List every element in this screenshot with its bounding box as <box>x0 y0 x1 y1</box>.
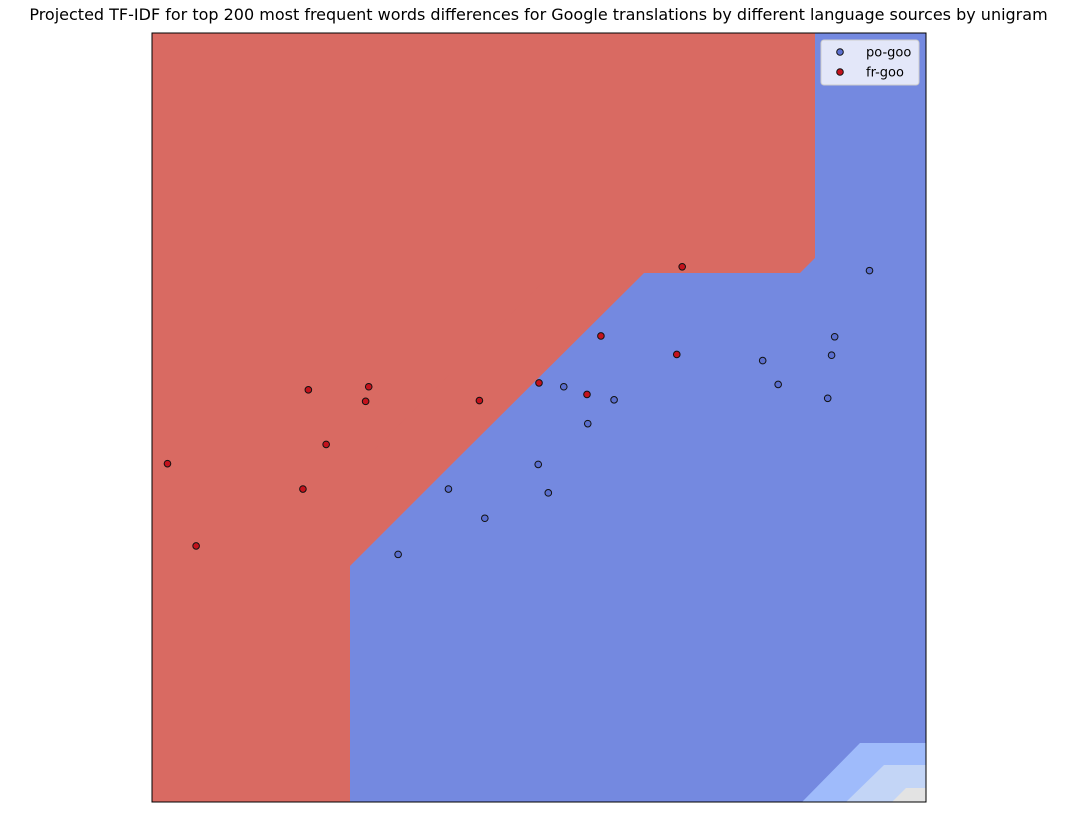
data-point-fr-goo <box>361 397 370 406</box>
data-point-po-goo <box>481 514 489 523</box>
data-point-po-goo <box>544 489 553 497</box>
data-point-po-goo <box>865 266 874 275</box>
region-band <box>892 788 926 802</box>
data-point-fr-goo <box>475 396 484 405</box>
data-point-po-goo <box>827 351 836 360</box>
data-point-po-goo <box>583 419 592 428</box>
data-point-po-goo <box>610 396 618 404</box>
data-point-po-goo <box>823 394 832 403</box>
plot-frame <box>151 32 927 803</box>
decision-regions <box>152 33 926 802</box>
data-points <box>163 262 874 559</box>
region-fr-goo <box>152 33 723 802</box>
legend-label-po-goo: po-goo <box>866 46 911 61</box>
data-point-fr-goo <box>535 379 543 387</box>
data-point-po-goo <box>559 382 568 391</box>
data-point-po-goo <box>758 356 767 365</box>
legend-label-fr-goo: fr-goo <box>866 66 904 81</box>
data-point-po-goo <box>830 332 839 341</box>
data-point-fr-goo <box>299 485 307 493</box>
data-point-po-goo <box>394 550 402 559</box>
data-point-po-goo <box>774 380 782 389</box>
data-point-fr-goo <box>597 332 605 340</box>
legend-marker-fr-goo <box>836 68 844 76</box>
data-point-fr-goo <box>163 459 172 468</box>
data-point-fr-goo <box>192 542 200 550</box>
data-point-fr-goo <box>678 262 686 271</box>
data-point-fr-goo <box>364 382 373 391</box>
legend: po-goo fr-goo <box>820 39 920 86</box>
data-point-fr-goo <box>583 390 591 399</box>
legend-box <box>820 39 920 86</box>
data-point-fr-goo <box>322 440 330 449</box>
data-point-fr-goo <box>304 386 313 394</box>
data-point-po-goo <box>444 485 453 493</box>
data-point-fr-goo <box>672 350 681 359</box>
chart-title: Projected TF-IDF for top 200 most freque… <box>29 5 1048 24</box>
data-point-po-goo <box>534 460 543 469</box>
legend-marker-po-goo <box>836 48 844 56</box>
